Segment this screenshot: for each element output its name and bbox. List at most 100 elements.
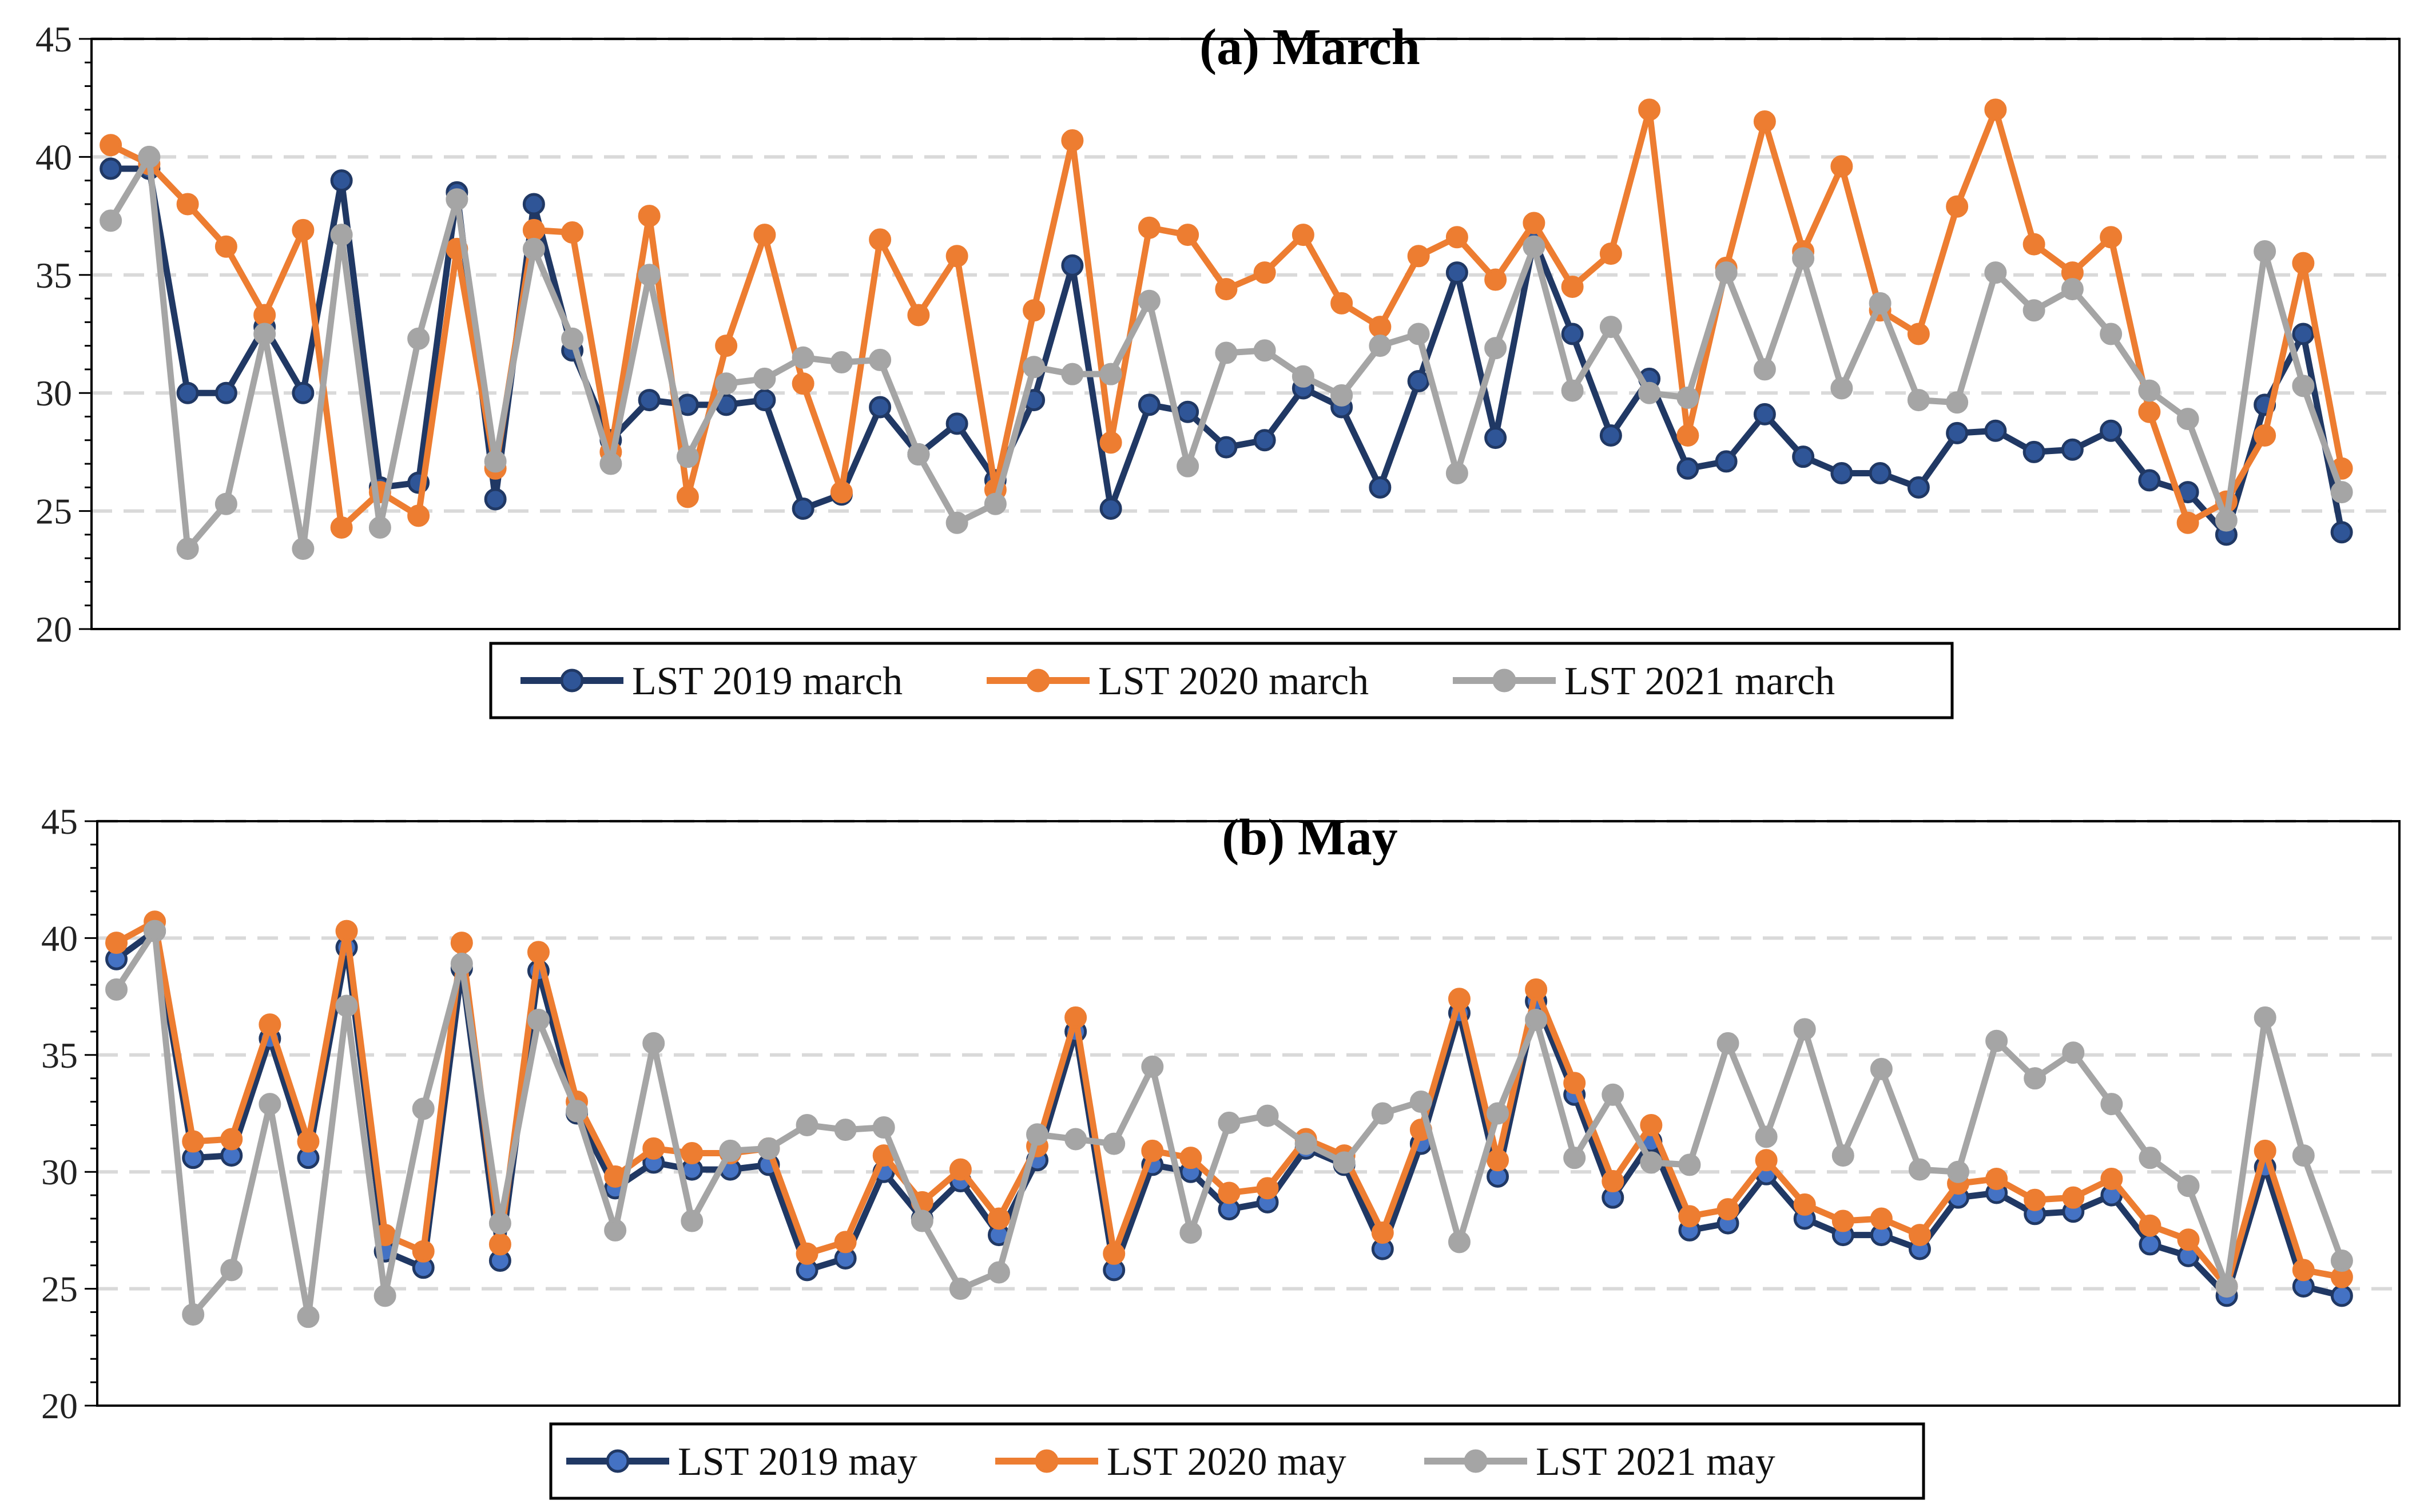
legend-marker-swatch: [560, 669, 584, 693]
data-point: [987, 1261, 1010, 1284]
data-point: [1561, 379, 1584, 402]
data-point: [561, 327, 584, 350]
data-point: [642, 1137, 665, 1160]
data-point: [1448, 1231, 1471, 1254]
data-point: [484, 450, 507, 473]
data-point: [834, 1231, 857, 1254]
data-point: [872, 1116, 895, 1139]
y-tick-label: 30: [35, 373, 72, 413]
data-point: [1907, 476, 1930, 499]
data-point: [907, 304, 930, 327]
data-point: [1292, 224, 1314, 246]
data-point: [1330, 384, 1353, 407]
data-point: [1061, 363, 1084, 385]
data-point: [214, 492, 237, 515]
data-point: [1177, 455, 1199, 478]
data-point: [1253, 339, 1276, 362]
data-point: [1218, 1111, 1241, 1134]
data-point: [1753, 110, 1776, 133]
data-point: [1755, 1125, 1778, 1148]
data-point: [407, 327, 430, 350]
data-point: [214, 235, 237, 258]
y-tick-label: 30: [41, 1152, 78, 1192]
data-point: [753, 224, 776, 246]
data-point: [2292, 1144, 2315, 1167]
y-tick-label: 35: [41, 1035, 78, 1076]
data-point: [1215, 278, 1238, 301]
data-point: [220, 1128, 243, 1151]
data-point: [2330, 481, 2353, 504]
data-point: [527, 1008, 550, 1031]
data-point: [1599, 242, 1622, 265]
series-lst-2021-march: [100, 145, 2353, 560]
data-point: [676, 445, 699, 468]
data-point: [830, 481, 853, 504]
legend-marker-swatch: [1464, 1449, 1488, 1473]
data-point: [1946, 391, 1969, 414]
data-point: [292, 218, 315, 241]
data-point: [1602, 1083, 1624, 1106]
data-point: [566, 1100, 589, 1123]
data-point: [2100, 226, 2123, 249]
data-point: [1599, 316, 1622, 339]
data-point: [1330, 292, 1353, 315]
data-point: [1523, 235, 1545, 258]
data-point: [1984, 98, 2007, 121]
data-point: [2330, 521, 2353, 544]
data-point: [527, 941, 550, 964]
data-point: [1678, 1153, 1701, 1176]
data-point: [984, 492, 1007, 515]
data-point: [869, 228, 892, 251]
series-lst-2021-may: [105, 920, 2353, 1328]
data-point: [1563, 1147, 1586, 1169]
data-point: [1407, 323, 1430, 345]
data-point: [1523, 212, 1545, 234]
data-point: [1061, 254, 1084, 277]
data-point: [1023, 299, 1046, 322]
data-point: [292, 538, 315, 560]
data-point: [2062, 1041, 2085, 1064]
data-point: [792, 346, 814, 369]
y-tick-label: 20: [41, 1386, 78, 1426]
data-point: [911, 1209, 933, 1232]
legend-box: [489, 642, 1954, 719]
data-point: [1831, 1144, 1854, 1167]
data-point: [1061, 129, 1084, 152]
data-point: [1103, 1242, 1126, 1265]
legend-label: LST 2021 may: [1536, 1440, 1775, 1484]
y-tick-label: 40: [41, 918, 78, 958]
data-point: [1908, 1224, 1931, 1247]
data-point: [2330, 1284, 2353, 1307]
data-point: [1023, 356, 1046, 379]
data-point: [1561, 323, 1584, 345]
data-point: [2176, 408, 2199, 431]
legend-box: [549, 1422, 1925, 1500]
data-point: [1333, 1151, 1356, 1174]
data-point: [182, 1130, 205, 1153]
data-point: [681, 1141, 704, 1164]
data-point: [1676, 457, 1699, 480]
data-point: [869, 348, 892, 371]
data-point: [330, 224, 353, 246]
data-point: [182, 1303, 205, 1326]
data-point: [214, 381, 237, 404]
y-tick-label: 35: [35, 255, 72, 296]
data-point: [1141, 1139, 1164, 1162]
data-point: [2022, 440, 2045, 463]
data-point: [450, 952, 473, 975]
data-point: [2139, 1147, 2161, 1169]
data-point: [1676, 386, 1699, 409]
data-point: [220, 1259, 243, 1282]
data-point: [1907, 389, 1930, 412]
legend-marker-swatch: [1026, 669, 1050, 693]
data-point: [945, 511, 968, 534]
data-point: [834, 1119, 857, 1141]
data-point: [2139, 1214, 2161, 1237]
data-point: [1946, 195, 1969, 218]
data-point: [945, 245, 968, 268]
data-point: [2177, 1175, 2200, 1197]
legend: LST 2019 may LST 2020 may LST 2021 may: [549, 1422, 1925, 1500]
data-point: [1103, 1132, 1126, 1155]
data-point: [1064, 1128, 1087, 1151]
